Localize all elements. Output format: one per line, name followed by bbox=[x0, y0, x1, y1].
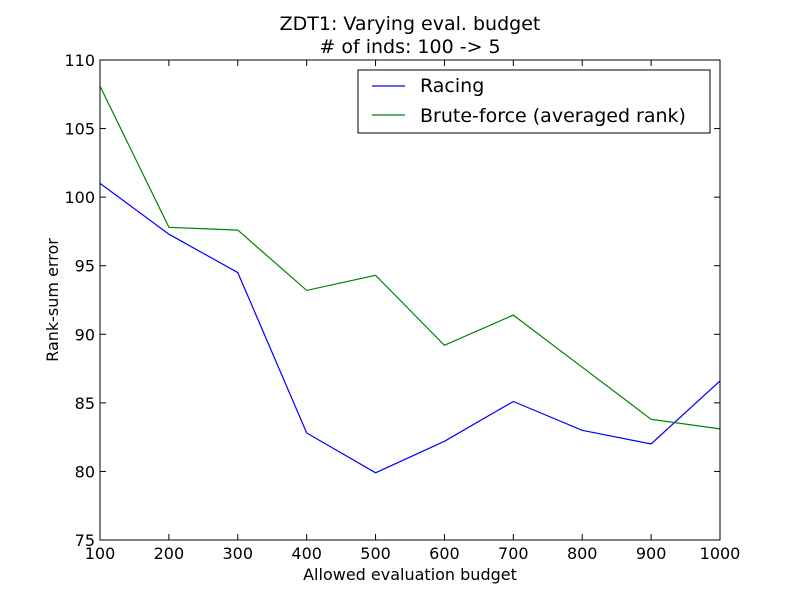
x-tick-label: 500 bbox=[360, 544, 391, 563]
y-tick-label: 75 bbox=[75, 531, 95, 550]
ticks-layer: 100 200 300 400 500 600 700 800 900 1000 75 80 85 90 9… bbox=[64, 51, 740, 563]
x-tick-label: 700 bbox=[498, 544, 529, 563]
y-tick-label: 90 bbox=[75, 325, 95, 344]
x-tick-label: 200 bbox=[154, 544, 185, 563]
x-tick-label: 900 bbox=[636, 544, 667, 563]
x-tick-label: 800 bbox=[567, 544, 598, 563]
x-axis-label: Allowed evaluation budget bbox=[303, 565, 517, 584]
y-tick-label: 95 bbox=[75, 257, 95, 276]
legend-frame bbox=[357, 69, 711, 134]
y-tick-label: 110 bbox=[64, 51, 95, 70]
legend-label-brute-force: Brute-force (averaged rank) bbox=[420, 105, 686, 127]
x-tick-label: 600 bbox=[429, 544, 460, 563]
chart-title: ZDT1: Varying eval. budget bbox=[280, 13, 541, 35]
y-tick-label: 105 bbox=[64, 120, 95, 139]
legend: Racing Brute-force (averaged rank) bbox=[357, 69, 711, 134]
x-tick-label: 1000 bbox=[700, 544, 741, 563]
series-line-brute-force-averaged-rank bbox=[99, 85, 721, 430]
legend-label-racing: Racing bbox=[420, 75, 484, 97]
y-tick-label: 100 bbox=[64, 188, 95, 207]
y-tick-label: 80 bbox=[75, 462, 95, 481]
x-tick-label: 400 bbox=[291, 544, 322, 563]
series-layer bbox=[99, 85, 721, 474]
y-axis-label: Rank-sum error bbox=[43, 238, 62, 362]
series-line-racing bbox=[99, 182, 721, 474]
y-tick-label: 85 bbox=[75, 394, 95, 413]
plot-area-frame bbox=[99, 59, 721, 541]
chart-subtitle: # of inds: 100 -> 5 bbox=[319, 36, 500, 58]
x-tick-label: 100 bbox=[85, 544, 116, 563]
x-tick-label: 300 bbox=[223, 544, 254, 563]
